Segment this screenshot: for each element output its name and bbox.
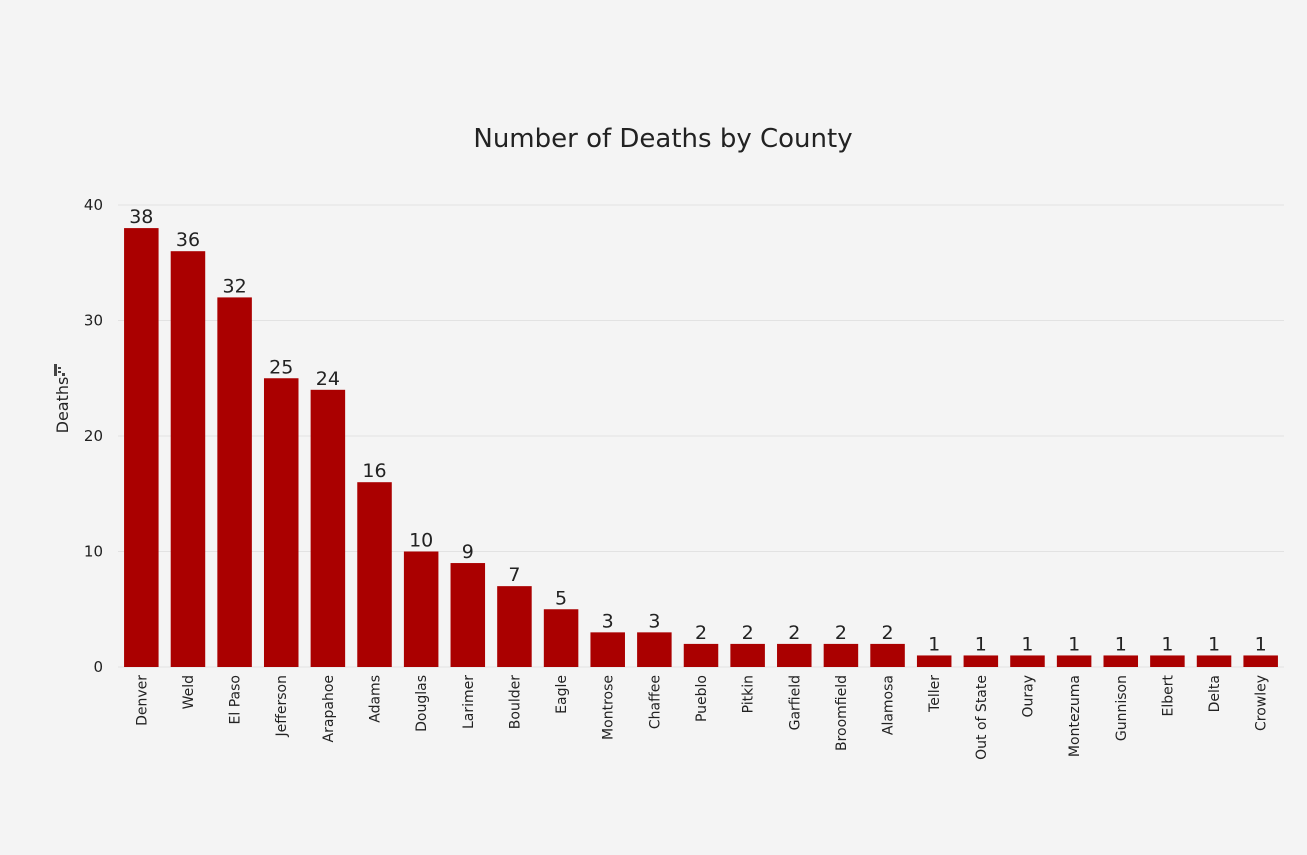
data-label: 10	[409, 530, 433, 552]
x-tick-label: Jefferson	[274, 675, 290, 738]
x-tick-label: Boulder	[507, 675, 523, 729]
data-label: 1	[1208, 633, 1220, 655]
x-tick-label: Teller	[927, 675, 943, 713]
x-tick-label: Eagle	[554, 675, 570, 714]
bar[interactable]	[1196, 655, 1232, 667]
data-label: 1	[1021, 633, 1033, 655]
data-label: 1	[1255, 633, 1267, 655]
x-tick-label: Alamosa	[881, 675, 897, 735]
x-tick-label: Gunnison	[1114, 675, 1130, 741]
bar[interactable]	[1243, 655, 1278, 667]
data-label: 1	[1068, 633, 1080, 655]
bar[interactable]	[357, 482, 392, 667]
data-label: 1	[1115, 633, 1127, 655]
y-tick-label: 0	[93, 658, 103, 676]
data-label: 24	[316, 368, 340, 390]
bar[interactable]	[217, 297, 252, 667]
data-label: 9	[462, 541, 474, 563]
y-tick-label: 40	[84, 196, 103, 214]
x-tick-label: Montrose	[601, 675, 617, 740]
x-tick-label: Adams	[368, 675, 384, 723]
bar[interactable]	[963, 655, 999, 667]
y-axis-ticks: 0 10 20 30 40	[84, 196, 103, 676]
x-tick-label: Garfield	[787, 675, 803, 730]
data-label: 2	[788, 622, 800, 644]
bar[interactable]	[170, 251, 206, 667]
bar[interactable]	[777, 643, 812, 667]
bar[interactable]	[730, 643, 765, 667]
data-label: 2	[835, 622, 847, 644]
sort-icon[interactable]	[54, 364, 65, 376]
bar[interactable]	[403, 551, 439, 668]
bar[interactable]	[497, 586, 532, 667]
x-tick-label: El Paso	[228, 675, 244, 724]
x-tick-label: Weld	[181, 675, 197, 709]
bar[interactable]	[543, 609, 579, 667]
bar[interactable]	[1010, 655, 1045, 667]
x-tick-label: Douglas	[414, 675, 430, 732]
x-tick-label: Ouray	[1020, 675, 1036, 718]
bar[interactable]	[310, 389, 346, 667]
data-label: 7	[508, 564, 520, 586]
bar[interactable]	[263, 378, 299, 667]
bar[interactable]	[1103, 655, 1139, 667]
data-label: 36	[176, 229, 200, 251]
data-label: 5	[555, 587, 567, 609]
bar[interactable]	[870, 643, 905, 667]
bars	[124, 228, 1278, 667]
x-tick-label: Out of State	[974, 675, 990, 760]
data-label: 1	[1161, 633, 1173, 655]
chart-title: Number of Deaths by County	[473, 124, 852, 154]
bar[interactable]	[916, 655, 952, 667]
data-label: 2	[695, 622, 707, 644]
bar[interactable]	[1150, 655, 1185, 667]
x-tick-label: Pitkin	[741, 675, 757, 713]
bar[interactable]	[823, 643, 859, 667]
data-label: 3	[648, 610, 660, 632]
x-axis-ticks: Denver Weld El Paso Jefferson Arapahoe Adams D…	[134, 674, 1269, 759]
data-label: 2	[882, 622, 894, 644]
x-tick-label: Arapahoe	[321, 675, 337, 742]
x-tick-label: Denver	[134, 675, 150, 726]
x-tick-label: Broomfield	[834, 675, 850, 751]
bar[interactable]	[1056, 655, 1092, 667]
x-tick-label: Larimer	[461, 675, 477, 729]
y-tick-label: 20	[84, 427, 103, 445]
bar[interactable]	[637, 632, 672, 667]
x-tick-label: Elbert	[1160, 674, 1176, 716]
x-tick-label: Pueblo	[694, 675, 710, 722]
data-label: 1	[928, 633, 940, 655]
y-tick-label: 30	[84, 312, 103, 330]
y-tick-label: 10	[84, 543, 103, 561]
data-label: 38	[129, 206, 153, 228]
data-label: 16	[362, 460, 386, 482]
bar[interactable]	[450, 563, 486, 667]
x-tick-label: Crowley	[1254, 675, 1270, 731]
data-label: 32	[223, 275, 247, 297]
x-tick-label: Chaffee	[647, 675, 663, 729]
x-tick-label: Delta	[1207, 675, 1223, 712]
bar[interactable]	[124, 228, 159, 667]
x-tick-label: Montezuma	[1067, 675, 1083, 757]
data-label: 25	[269, 356, 293, 378]
bar[interactable]	[590, 632, 625, 667]
data-label: 2	[742, 622, 754, 644]
data-label: 1	[975, 633, 987, 655]
bar[interactable]	[683, 643, 719, 667]
y-axis-label: Deaths	[53, 377, 72, 434]
data-label: 3	[602, 610, 614, 632]
